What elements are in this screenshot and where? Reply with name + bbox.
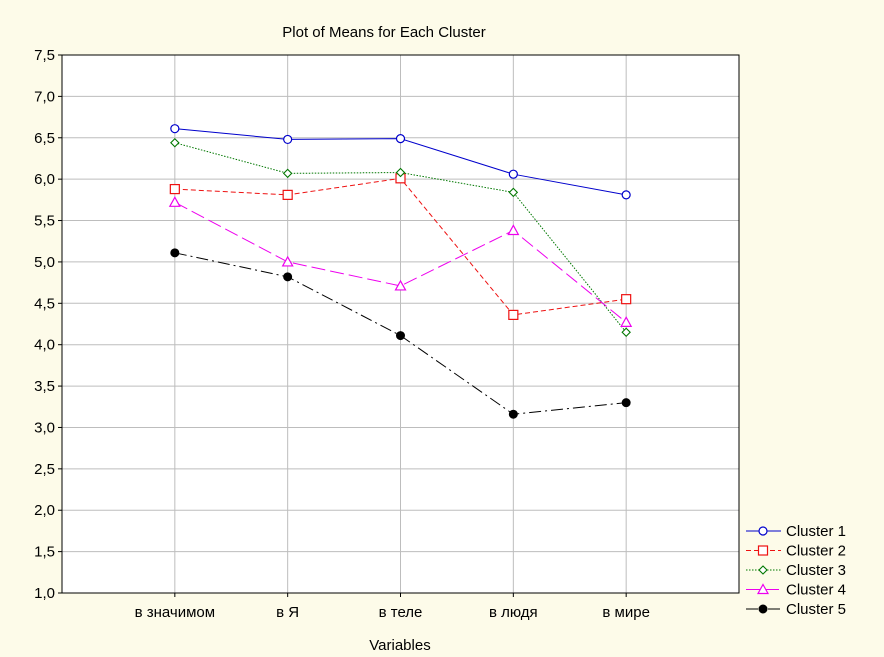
data-point bbox=[621, 190, 631, 200]
x-tick-label: в теле bbox=[379, 604, 423, 621]
x-axis-label: Variables bbox=[369, 637, 430, 654]
legend-item: Cluster 3 bbox=[746, 562, 846, 579]
legend-swatch-marker bbox=[758, 565, 768, 575]
y-tick-label: 1,5 bbox=[34, 544, 55, 561]
series-layer bbox=[168, 124, 633, 419]
data-point bbox=[170, 137, 180, 148]
data-point bbox=[396, 331, 405, 341]
data-point bbox=[508, 169, 518, 179]
series-5 bbox=[170, 248, 631, 419]
y-tick-label: 6,5 bbox=[34, 130, 55, 147]
data-point bbox=[394, 279, 407, 291]
legend-label: Cluster 3 bbox=[786, 562, 846, 579]
y-tick-label: 7,5 bbox=[34, 47, 55, 64]
data-point bbox=[621, 327, 631, 338]
data-point bbox=[168, 196, 181, 207]
y-axis: 1,0 1,5 2,0 2,5 3,0 3,5 4,0 4,5 5,0 5,5 6,0 6,5 7,0 7… bbox=[34, 47, 62, 602]
y-tick-label: 1,0 bbox=[34, 585, 55, 602]
x-tick-label: в людя bbox=[489, 604, 538, 621]
data-point bbox=[508, 409, 518, 419]
data-point bbox=[170, 248, 180, 258]
data-point bbox=[170, 124, 180, 134]
y-tick-label: 3,0 bbox=[34, 419, 55, 436]
y-tick-label: 5,0 bbox=[34, 254, 55, 271]
legend: Cluster 1 Cluster 2 Cluster 3 Cluster 4 Clus… bbox=[746, 523, 846, 618]
series-1 bbox=[170, 124, 631, 200]
data-point bbox=[283, 272, 293, 282]
data-point bbox=[281, 255, 294, 267]
legend-item: Cluster 4 bbox=[746, 582, 846, 599]
legend-item: Cluster 2 bbox=[746, 543, 846, 560]
x-tick-label: в мире bbox=[602, 604, 650, 621]
legend-label: Cluster 1 bbox=[786, 523, 846, 540]
data-point bbox=[395, 133, 406, 144]
series-2 bbox=[169, 173, 632, 320]
data-point bbox=[395, 167, 406, 178]
chart-title: Plot of Means for Each Cluster bbox=[282, 24, 485, 41]
y-tick-label: 4,0 bbox=[34, 337, 55, 354]
data-point bbox=[282, 168, 293, 179]
data-point bbox=[508, 187, 519, 198]
legend-swatch-marker bbox=[757, 545, 769, 556]
legend-label: Cluster 4 bbox=[786, 582, 846, 599]
x-axis: в значимом в Я в теле в людя в мире bbox=[135, 593, 650, 621]
data-point bbox=[283, 134, 293, 145]
legend-item: Cluster 5 bbox=[746, 601, 846, 618]
data-point bbox=[282, 189, 293, 200]
y-tick-label: 7,0 bbox=[34, 88, 55, 105]
y-tick-label: 2,0 bbox=[34, 502, 55, 519]
y-tick-label: 4,5 bbox=[34, 295, 55, 312]
series-line bbox=[174, 201, 627, 323]
data-point bbox=[507, 224, 520, 236]
legend-swatch-marker bbox=[758, 526, 768, 536]
y-tick-label: 5,5 bbox=[34, 213, 55, 230]
data-point bbox=[169, 183, 180, 195]
legend-label: Cluster 5 bbox=[786, 601, 846, 618]
data-point bbox=[620, 316, 633, 327]
y-tick-label: 6,0 bbox=[34, 171, 55, 188]
series-3 bbox=[170, 137, 631, 338]
legend-item: Cluster 1 bbox=[746, 523, 846, 540]
y-tick-label: 3,5 bbox=[34, 378, 55, 395]
legend-swatch-marker bbox=[756, 583, 770, 595]
y-tick-label: 2,5 bbox=[34, 461, 55, 478]
data-point bbox=[508, 309, 519, 320]
data-point bbox=[621, 294, 632, 305]
x-tick-label: в значимом bbox=[135, 604, 215, 621]
series-4 bbox=[168, 196, 633, 327]
legend-label: Cluster 2 bbox=[786, 543, 846, 560]
x-tick-label: в Я bbox=[276, 604, 299, 621]
data-point bbox=[621, 398, 631, 408]
legend-swatch-marker bbox=[758, 604, 768, 614]
